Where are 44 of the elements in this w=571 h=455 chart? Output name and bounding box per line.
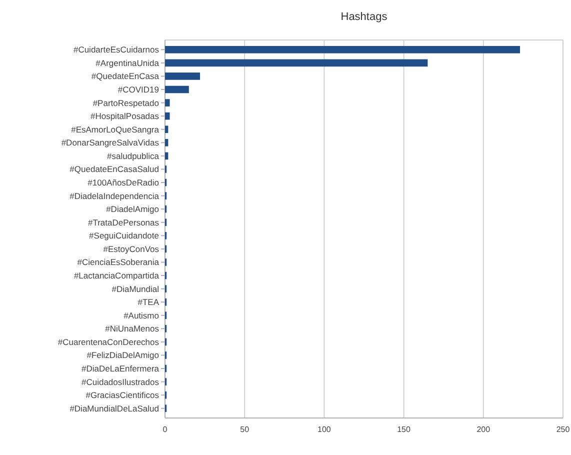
y-tick-label: #saludpublica	[107, 150, 160, 161]
bar	[165, 152, 168, 160]
y-tick-label: #PartoRespetado	[92, 98, 160, 108]
y-tick-label: #Autismo	[124, 310, 160, 320]
y-tick-label: #FelizDiaDelAmigo	[86, 350, 160, 360]
y-tick-label: #CuidadosIlustrados	[82, 376, 159, 387]
bar	[165, 126, 168, 134]
y-tick-label: #EsAmorLoQueSangra	[71, 124, 160, 134]
y-tick-label: #CuidarteEsCuidarnos	[73, 44, 159, 55]
y-tick-label: #COVID19	[118, 84, 160, 94]
bar	[165, 112, 170, 120]
y-tick-label: #LactanciaCompartida	[74, 270, 160, 280]
y-tick-label: #CienciaEsSoberania	[77, 257, 160, 268]
y-tick-label: #SeguiCuidandote	[89, 230, 160, 241]
bar	[165, 86, 189, 94]
x-tick-label: 250	[556, 425, 570, 434]
y-tick-label: #GraciasCientificos	[86, 390, 159, 400]
bar	[165, 46, 520, 54]
y-tick-label: #QuedateEnCasaSalud	[70, 164, 160, 174]
y-tick-label: #DiaMundialDeLaSalud	[70, 403, 160, 414]
y-tick-label: #ArgentinaUnida	[96, 58, 160, 68]
y-tick-label: #DiadelaIndependencia	[70, 190, 160, 201]
y-tick-label: #100AñosDeRadio	[88, 177, 160, 188]
y-tick-label: #TrataDePersonas	[88, 217, 159, 228]
x-tick-label: 50	[240, 425, 250, 434]
y-tick-label: #EstoyConVos	[103, 244, 159, 254]
y-tick-label: #QuedateEnCasa	[91, 71, 160, 82]
x-tick-label: 0	[162, 425, 168, 434]
y-tick-label: #DiaDeLaEnfermera	[82, 363, 160, 374]
y-tick-label: #DonarSangreSalvaVidas	[61, 138, 159, 148]
y-tick-label: #NiUnaMenos	[105, 324, 159, 334]
y-tick-label: #TEA	[138, 297, 160, 308]
chart-title: Hashtags	[340, 11, 388, 23]
x-tick-label: 150	[397, 425, 412, 434]
bar	[165, 138, 168, 146]
y-tick-label: #DiaMundial	[112, 284, 160, 294]
bar	[165, 59, 428, 67]
bar	[165, 72, 200, 80]
y-tick-label: #HospitalPosadas	[90, 111, 159, 122]
x-tick-label: 200	[476, 425, 491, 434]
y-tick-label: #CuarentenaConDerechos	[58, 336, 159, 347]
y-tick-label: #DiadelAmigo	[106, 204, 160, 214]
bar	[165, 99, 170, 106]
x-tick-label: 100	[318, 425, 332, 434]
